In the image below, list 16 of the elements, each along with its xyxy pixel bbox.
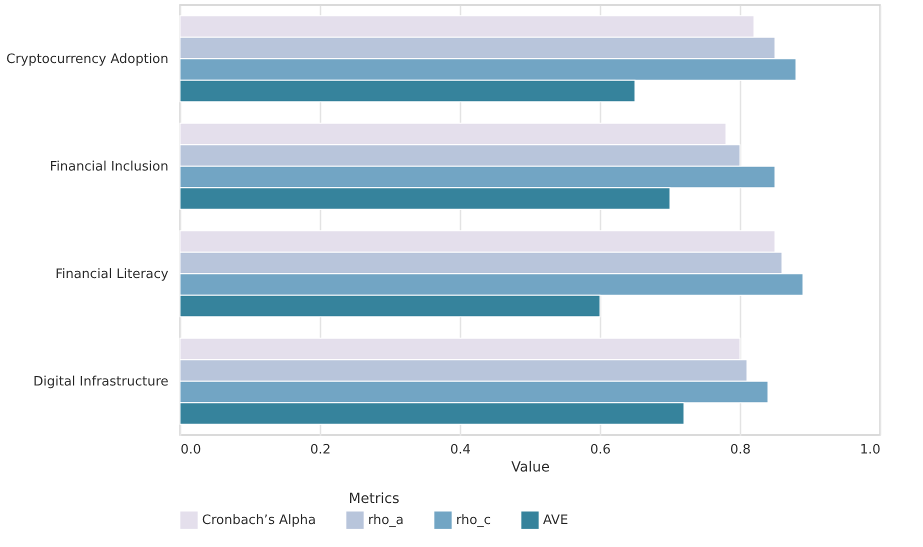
legend-label: AVE xyxy=(543,513,568,528)
y-tick-label: Digital Infrastructure xyxy=(33,374,168,390)
x-axis-title: Value xyxy=(511,460,550,476)
x-tick-label: 0.4 xyxy=(450,442,471,458)
x-tick-label: 1.0 xyxy=(860,442,880,458)
legend-label: Cronbach’s Alpha xyxy=(202,513,316,528)
legend-label: rho_c xyxy=(456,513,491,528)
x-tick-label: 0.8 xyxy=(730,442,751,458)
x-tick-label: 0.6 xyxy=(590,442,611,458)
legend-label: rho_a xyxy=(368,513,404,528)
x-tick-label: 0.2 xyxy=(310,442,331,458)
x-tick-label: 0.0 xyxy=(180,442,202,458)
y-tick-label: Financial Literacy xyxy=(55,266,169,282)
y-tick-label: Financial Inclusion xyxy=(50,159,168,174)
y-tick-label: Cryptocurrency Adoption xyxy=(6,52,168,67)
legend-title: Metrics xyxy=(348,491,400,507)
